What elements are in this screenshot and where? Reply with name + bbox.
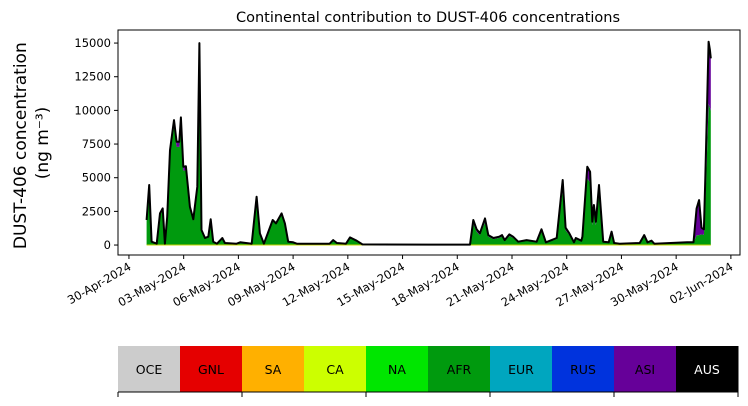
legend-label-aus: AUS — [694, 362, 720, 377]
legend-label-sa: SA — [265, 362, 282, 377]
y-tick-label: 7500 — [82, 137, 111, 151]
y-tick-label: 0 — [104, 238, 111, 252]
chart-title: Continental contribution to DUST-406 con… — [236, 10, 620, 26]
y-axis-label-line1: DUST-406 concentration — [11, 42, 31, 249]
legend-swatch-asi — [614, 346, 677, 392]
legend-label-asi: ASI — [635, 362, 655, 377]
y-axis-ticks: 0 2500 5000 7500 10000 12500 15000 — [74, 36, 118, 252]
total-line — [145, 40, 712, 246]
legend-swatch-oce — [118, 346, 181, 392]
legend-label-afr: AFR — [447, 362, 472, 377]
legend-label-oce: OCE — [136, 362, 163, 377]
x-axis-ticks: 30-Apr-202403-May-202406-May-202409-May-… — [65, 255, 735, 309]
legend-swatch-eur — [490, 346, 553, 392]
legend-colorbar: OCE GNL SA CA NA AFR EUR RUS ASI AUS — [117, 346, 739, 397]
legend-label-gnl: GNL — [198, 362, 224, 377]
legend-swatch-afr — [428, 346, 491, 392]
y-tick-label: 2500 — [82, 204, 111, 218]
y-tick-label: 5000 — [82, 171, 111, 185]
plot-marks — [145, 40, 712, 246]
legend-swatch-ca — [304, 346, 367, 392]
legend-swatch-rus — [552, 346, 615, 392]
y-tick-label: 12500 — [74, 70, 111, 84]
legend-label-eur: EUR — [508, 362, 534, 377]
legend-swatch-sa — [242, 346, 305, 392]
y-axis-label-line2: (ng m⁻³) — [33, 107, 53, 180]
area-series-asi — [146, 41, 711, 245]
legend-swatch-gnl — [180, 346, 243, 392]
y-axis-label: DUST-406 concentration (ng m⁻³) — [11, 37, 53, 249]
legend-swatch-aus — [676, 346, 739, 392]
area-series-afr — [146, 47, 711, 245]
legend-swatch-na — [366, 346, 429, 392]
legend-label-na: NA — [388, 362, 406, 377]
legend-label-rus: RUS — [570, 362, 596, 377]
legend-label-ca: CA — [326, 362, 344, 377]
y-tick-label: 10000 — [74, 103, 111, 117]
y-tick-label: 15000 — [74, 36, 111, 50]
plot-frame — [117, 29, 741, 256]
